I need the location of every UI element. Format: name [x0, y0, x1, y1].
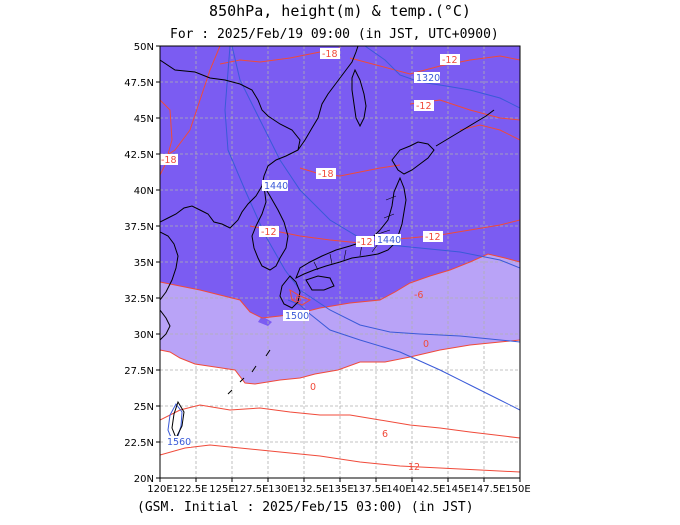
lon-tick: 122.5E [173, 484, 208, 495]
lon-tick: 130E [268, 484, 293, 495]
temp-label: 0 [423, 339, 429, 350]
lat-tick: 40N [134, 186, 154, 197]
temp-label: -18 [318, 169, 334, 180]
lon-tick: 135E [328, 484, 353, 495]
height-contours [167, 46, 520, 441]
lon-tick: 147.5E [471, 484, 506, 495]
lat-tick: 42.5N [124, 150, 154, 161]
chart-title: 850hPa, height(m) & temp.(°C) [209, 2, 471, 20]
lat-tick: 25N [134, 402, 154, 413]
temp-label: -12 [425, 232, 441, 243]
lat-tick: 37.5N [124, 222, 154, 233]
initial-time: (GSM. Initial : 2025/Feb/15 03:00) (in J… [137, 500, 474, 515]
temp-label: -12 [442, 55, 458, 66]
height-labels: 1320 1440 1440 1500 1560 [165, 72, 440, 448]
lon-tick: 125E [209, 484, 234, 495]
height-label: 1560 [167, 437, 191, 448]
lat-tick: 22.5N [124, 438, 154, 449]
lat-tick: 32.5N [124, 294, 154, 305]
height-label: 1500 [285, 311, 309, 322]
lon-tick: 127.5E [234, 484, 269, 495]
height-label: 1320 [416, 73, 440, 84]
temperature-labels: -18 -18 -18 -12 -12 -12 -12 -12 -6 -6 0 … [160, 48, 460, 473]
temp-label: -12 [261, 227, 277, 238]
graticule [160, 46, 520, 478]
temp-label: -12 [357, 237, 373, 248]
height-label: 1440 [377, 235, 401, 246]
temp-label: 0 [310, 382, 316, 393]
height-label: 1440 [264, 181, 288, 192]
valid-time: For : 2025/Feb/19 09:00 (in JST, UTC+090… [170, 27, 499, 42]
lon-tick-labels: 120E 122.5E 125E 127.5E 130E 132.5E 135E… [147, 484, 530, 495]
tick-marks [156, 45, 521, 482]
temp-label: 6 [382, 429, 388, 440]
lat-tick: 27.5N [124, 366, 154, 377]
lat-tick: 47.5N [124, 78, 154, 89]
lon-tick: 145E [445, 484, 470, 495]
lon-tick: 142.5E [411, 484, 446, 495]
lon-tick: 120E [147, 484, 172, 495]
temp-label: -18 [322, 49, 338, 60]
lat-tick: 35N [134, 258, 154, 269]
lon-tick: 150E [505, 484, 530, 495]
temp-label: -18 [161, 155, 177, 166]
lat-tick: 45N [134, 114, 154, 125]
lon-tick: 132.5E [294, 484, 329, 495]
lat-tick: 20N [134, 474, 154, 485]
temp-label: 12 [408, 462, 420, 473]
temp-label: -6 [292, 294, 301, 305]
lon-tick: 137.5E [353, 484, 388, 495]
lon-tick: 140E [386, 484, 411, 495]
lat-tick: 50N [134, 42, 154, 53]
lat-tick: 30N [134, 330, 154, 341]
temp-label: -6 [414, 290, 423, 301]
temp-label: -12 [416, 101, 432, 112]
lat-tick-labels: 50N 47.5N 45N 42.5N 40N 37.5N 35N 32.5N … [124, 42, 154, 485]
